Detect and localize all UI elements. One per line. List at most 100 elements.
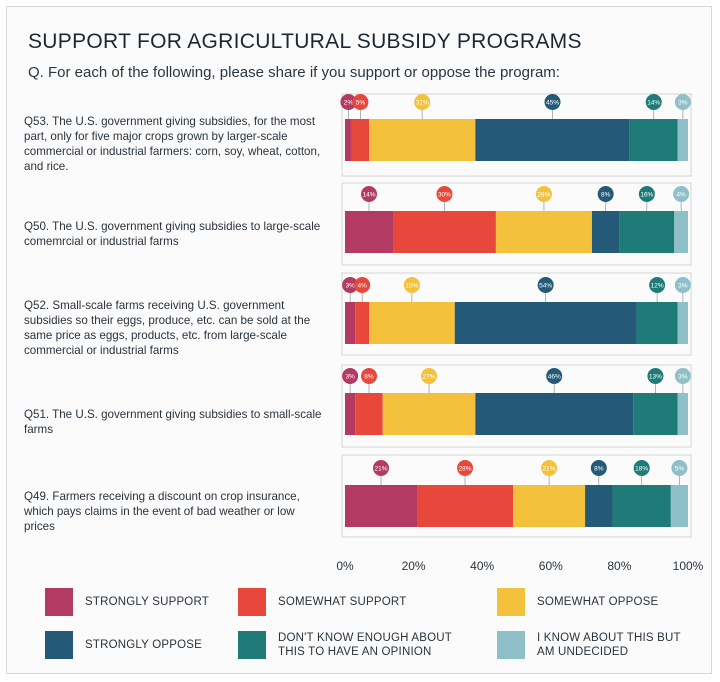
- bar-segment: [677, 302, 688, 344]
- row-box: [341, 364, 692, 448]
- legend-label: SOMEWHAT SUPPORT: [278, 596, 407, 608]
- question-label-q49: Q49. Farmers receiving a discount on cro…: [24, 490, 300, 533]
- legend-swatch: [45, 631, 73, 659]
- data-label-marker: [649, 277, 666, 293]
- bar-segment: [345, 302, 356, 344]
- x-tick-label: 0%: [336, 559, 354, 573]
- data-label-marker: [633, 460, 650, 476]
- bar-segment: [417, 485, 514, 527]
- legend-item: DON'T KNOW ENOUGH ABOUT THIS TO HAVE AN O…: [238, 631, 452, 659]
- data-label-marker: [340, 94, 357, 110]
- question-label-q52: Q52. Small-scale farms receiving U.S. go…: [24, 299, 311, 357]
- chart-subtitle: Q. For each of the following, please sha…: [28, 64, 560, 81]
- bar-segment: [345, 211, 394, 253]
- data-label-marker: [342, 277, 359, 293]
- data-label: 28%: [459, 466, 472, 473]
- data-label: 46%: [548, 374, 561, 381]
- bar-segment: [633, 393, 678, 435]
- data-label-marker: [647, 368, 664, 384]
- data-label: 8%: [594, 466, 604, 473]
- data-label: 28%: [537, 192, 550, 199]
- data-label-marker: [457, 460, 474, 476]
- data-label-marker: [546, 368, 563, 384]
- data-label-marker: [541, 460, 558, 476]
- data-label-marker: [674, 94, 691, 110]
- x-tick-label: 80%: [607, 559, 631, 573]
- legend-label: STRONGLY SUPPORT: [85, 596, 209, 608]
- data-label: 2%: [344, 100, 354, 107]
- data-label-marker: [673, 186, 690, 202]
- bar-segment: [513, 485, 586, 527]
- data-label-marker: [671, 460, 688, 476]
- legend-swatch: [45, 588, 73, 616]
- data-label: 5%: [675, 466, 685, 473]
- data-label-marker: [638, 186, 655, 202]
- data-label: 14%: [363, 192, 376, 199]
- row-box: [341, 93, 692, 177]
- data-label: 3%: [345, 374, 355, 381]
- legend-swatch: [238, 588, 266, 616]
- data-label: 5%: [356, 100, 366, 107]
- data-label: 12%: [651, 283, 664, 290]
- data-label-marker: [403, 277, 420, 293]
- data-label: 15%: [405, 283, 418, 290]
- bar-segment: [345, 393, 356, 435]
- data-label-marker: [361, 186, 378, 202]
- x-tick-label: 40%: [470, 559, 494, 573]
- data-label: 21%: [375, 466, 388, 473]
- data-label: 3%: [678, 283, 688, 290]
- legend-item: I KNOW ABOUT THIS BUT AM UNDECIDED: [497, 631, 681, 659]
- bar-segment: [345, 485, 418, 527]
- data-label-marker: [535, 186, 552, 202]
- data-label-marker: [597, 186, 614, 202]
- bar-segment: [636, 302, 678, 344]
- row-box: [341, 182, 692, 266]
- bar-segment: [591, 211, 620, 253]
- data-label-marker: [354, 277, 371, 293]
- data-label: 45%: [546, 100, 559, 107]
- legend-label: DON'T KNOW ENOUGH ABOUT THIS TO HAVE AN O…: [278, 632, 452, 658]
- bar-segment: [619, 211, 675, 253]
- x-tick-label: 20%: [402, 559, 426, 573]
- data-label-marker: [674, 368, 691, 384]
- bar-segment: [585, 485, 613, 527]
- data-label: 4%: [357, 283, 367, 290]
- legend-item: SOMEWHAT OPPOSE: [497, 588, 658, 616]
- data-label-marker: [590, 460, 607, 476]
- legend-item: STRONGLY OPPOSE: [45, 631, 202, 659]
- bar-segment: [677, 119, 688, 161]
- bar-segment: [629, 119, 678, 161]
- data-label: 3%: [678, 100, 688, 107]
- bar-segment: [369, 119, 476, 161]
- data-label-marker: [421, 368, 438, 384]
- data-label-marker: [436, 186, 453, 202]
- data-label: 4%: [676, 192, 686, 199]
- data-label: 3%: [678, 374, 688, 381]
- legend-swatch: [497, 588, 525, 616]
- legend-label: STRONGLY OPPOSE: [85, 639, 202, 651]
- data-label: 16%: [640, 192, 653, 199]
- data-label-marker: [352, 94, 369, 110]
- bar-segment: [454, 302, 637, 344]
- legend-item: STRONGLY SUPPORT: [45, 588, 209, 616]
- data-label-marker: [537, 277, 554, 293]
- x-tick-label: 100%: [673, 559, 704, 573]
- legend-label: I KNOW ABOUT THIS BUT AM UNDECIDED: [537, 632, 681, 658]
- bar-segment: [670, 485, 688, 527]
- data-label-marker: [361, 368, 378, 384]
- data-label: 13%: [649, 374, 662, 381]
- bar-segment: [393, 211, 496, 253]
- bar-segment: [674, 211, 688, 253]
- bar-segment: [475, 393, 634, 435]
- data-label: 30%: [438, 192, 451, 199]
- bar-segment: [475, 119, 630, 161]
- legend-item: SOMEWHAT SUPPORT: [238, 588, 406, 616]
- data-label-marker: [645, 94, 662, 110]
- row-box: [341, 454, 692, 538]
- legend-swatch: [238, 631, 266, 659]
- bar-segment: [351, 119, 370, 161]
- data-label-marker: [414, 94, 431, 110]
- data-label: 8%: [601, 192, 611, 199]
- data-label: 18%: [635, 466, 648, 473]
